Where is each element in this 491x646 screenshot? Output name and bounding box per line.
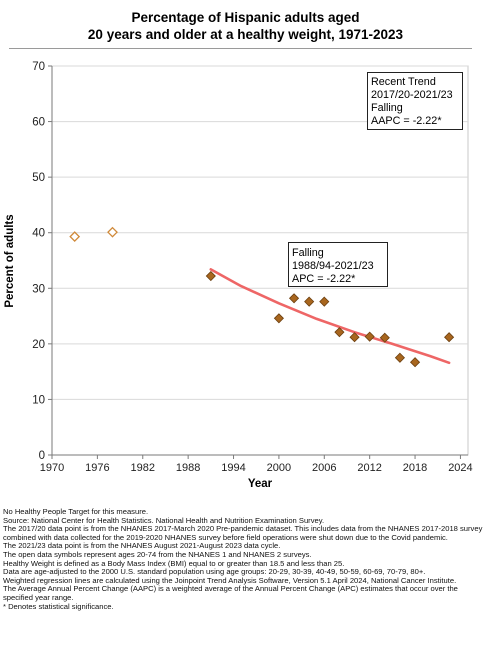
filled-diamond-point <box>304 296 315 307</box>
footnote-6: Healthy Weight is defined as a Body Mass… <box>3 558 345 568</box>
x-tick-label: 1994 <box>221 462 245 474</box>
y-tick-label: 20 <box>32 339 45 351</box>
x-tick-label: 1970 <box>40 462 64 474</box>
x-tick-label: 2012 <box>357 462 381 474</box>
open-diamond-point <box>107 226 118 238</box>
recent-trend-line-2: 2017/20-2021/23 <box>371 89 453 101</box>
overall-trend-line-2: 1988/94-2021/23 <box>292 260 374 272</box>
footnote-7: Data are age-adjusted to the 2000 U.S. s… <box>3 567 426 577</box>
footnote-1: No Healthy People Target for this measur… <box>3 507 149 516</box>
chart-title-line-2: 20 years and older at a healthy weight, … <box>87 27 404 42</box>
y-tick-label: 40 <box>32 228 45 240</box>
filled-diamond-point <box>394 352 405 363</box>
overall-trend-box <box>288 242 388 287</box>
trend-line-group <box>209 268 451 365</box>
footnote-4: The 2021/23 data point is from the NHANE… <box>3 541 281 551</box>
x-tick-label: 2000 <box>267 462 291 474</box>
scatter-chart: 0 10 20 30 40 50 60 70 1970 1976 1982 1988 1994 2000 2… <box>4 61 473 490</box>
x-tick-label: 1976 <box>85 462 109 474</box>
footnote-10: * Denotes statistical significance. <box>3 601 114 611</box>
y-tick-label: 30 <box>32 283 45 295</box>
filled-diamond-point <box>364 331 375 342</box>
filled-diamond-point <box>379 332 390 343</box>
chart-title: Percentage of Hispanic adults aged 20 ye… <box>0 9 491 43</box>
x-tick-label: 2006 <box>312 462 336 474</box>
chart-title-line-1: Percentage of Hispanic adults aged <box>131 10 360 25</box>
x-tick-label: 1988 <box>176 462 200 474</box>
filled-diamond-point <box>349 332 360 343</box>
recent-trend-annotation: Recent Trend 2017/20-2021/23 Falling AAP… <box>367 72 463 130</box>
footnote-9: The Average Annual Percent Change (AAPC)… <box>3 584 458 602</box>
footnote-5: The open data symbols represent ages 20-… <box>3 549 312 559</box>
title-divider <box>9 48 472 49</box>
y-axis-label: Percent of adults <box>4 214 16 307</box>
footnote-2: Source: National Center for Health Stati… <box>3 515 325 525</box>
overall-trend-line-3: APC = -2.22* <box>292 273 356 285</box>
footnote-8: Weighted regression lines are calculated… <box>3 575 457 585</box>
x-axis-label: Year <box>248 478 273 490</box>
y-tick-label: 0 <box>39 450 45 462</box>
y-tick-label: 70 <box>32 61 45 73</box>
filled-diamond-point <box>319 296 330 307</box>
y-tick-label: 50 <box>32 172 45 184</box>
filled-diamond-point <box>409 357 421 368</box>
recent-trend-line-3: Falling <box>371 102 403 114</box>
filled-diamond-point <box>444 332 455 343</box>
overall-trend-annotation: Falling 1988/94-2021/23 APC = -2.22* <box>288 242 388 287</box>
y-tick-label: 10 <box>32 394 45 406</box>
filled-diamond-point <box>205 270 216 282</box>
axes <box>51 66 468 456</box>
y-tick-label: 60 <box>32 117 45 129</box>
filled-diamond-point <box>288 293 300 304</box>
overall-trend-line-1: Falling <box>292 247 324 259</box>
x-tick-label: 2024 <box>448 462 472 474</box>
recent-trend-box <box>367 72 463 130</box>
recent-trend-line-4: AAPC = -2.22* <box>371 115 442 127</box>
trend-line <box>209 268 451 365</box>
x-tick-label: 2018 <box>403 462 427 474</box>
data-points <box>69 226 455 368</box>
plot-area <box>51 65 469 456</box>
open-diamond-point <box>69 231 81 243</box>
filled-diamond-point <box>273 313 284 324</box>
filled-diamond-point <box>334 327 345 338</box>
recent-trend-line-1: Recent Trend <box>371 76 436 88</box>
x-tick-label: 1982 <box>131 462 155 474</box>
footnote-3: The 2017/20 data point is from the NHANE… <box>3 524 483 542</box>
tick-labels: 0 10 20 30 40 50 60 70 1970 1976 1982 1988 1994 2000 2… <box>32 61 472 474</box>
footnotes: No Healthy People Target for this measur… <box>3 507 488 611</box>
